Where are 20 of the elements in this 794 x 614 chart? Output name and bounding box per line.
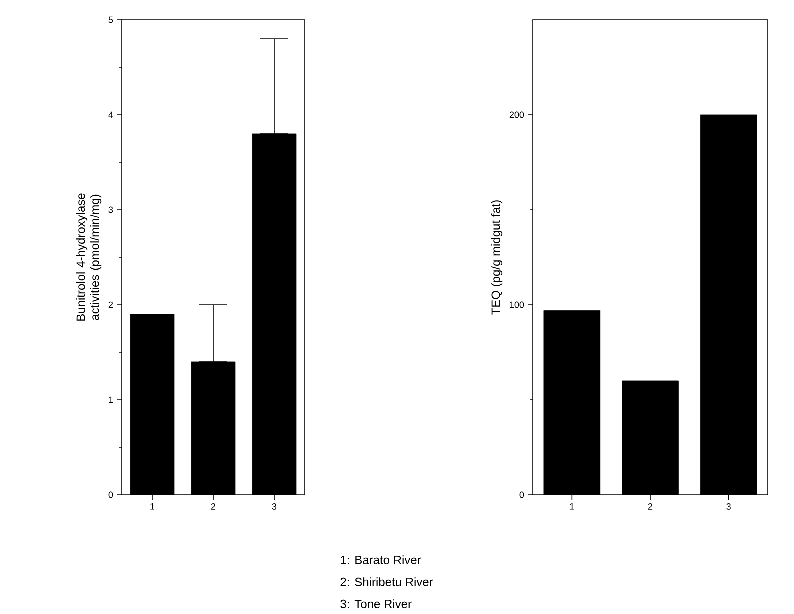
y-tick-label: 0 [108, 492, 114, 498]
text: 3: Tone River [340, 600, 412, 608]
y-tick-label: 0 [520, 492, 524, 498]
text: 1: Barato River [341, 556, 422, 564]
x-tick-label: 3 [272, 504, 277, 510]
y-tick-label: 5 [108, 16, 114, 24]
y-tick-label: 3 [108, 206, 114, 214]
x-tick-label: 2 [648, 504, 653, 510]
x-tick-label: 2 [211, 504, 216, 510]
y-tick-label: 200 [510, 112, 524, 118]
y-tick-label: 1 [109, 396, 114, 404]
text: 2: Shiribetu River [340, 578, 434, 586]
y-tick-label: 2 [108, 302, 114, 308]
x-tick-label: 3 [726, 504, 731, 510]
y-axis-title: TEQ (pg/g midgut fat) [491, 200, 503, 315]
x-tick-label: 1 [570, 504, 574, 510]
y-axis-title: Bunitrolol 4-hydroxylase activities (pmol/min/mg) [76, 194, 102, 321]
y-tick-label: 4 [108, 112, 114, 118]
x-tick-label: 1 [150, 504, 155, 510]
y-tick-label: 100 [510, 302, 524, 308]
